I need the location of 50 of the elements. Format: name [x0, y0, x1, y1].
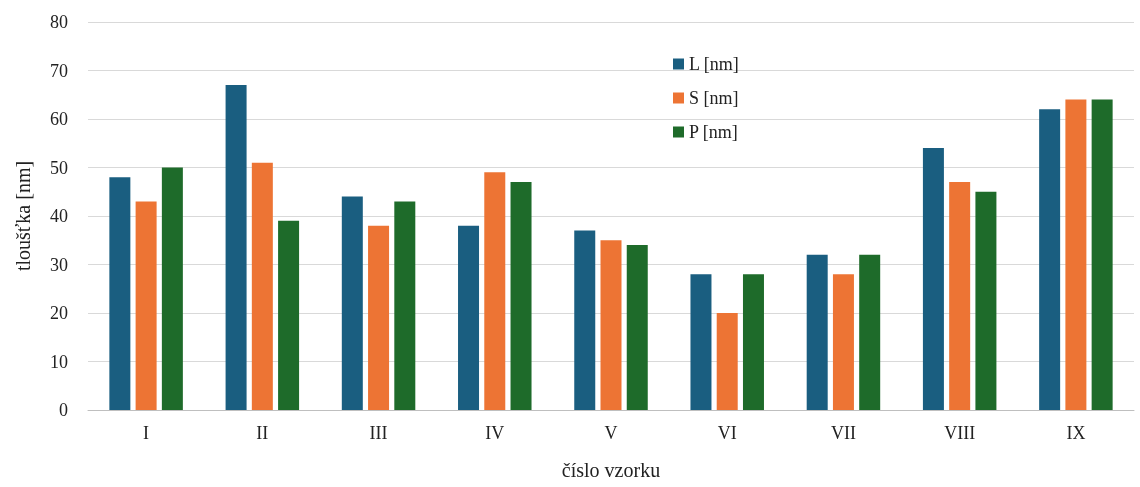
bar	[626, 245, 648, 410]
bar	[600, 240, 622, 410]
y-tick-label: 80	[50, 12, 68, 32]
bar	[716, 313, 738, 410]
bar	[278, 220, 300, 410]
bar	[832, 274, 854, 410]
x-tick-label: VII	[830, 423, 856, 443]
x-tick-label: IV	[485, 423, 505, 443]
y-tick-label: 0	[59, 400, 68, 420]
y-tick-label: 40	[50, 206, 68, 226]
bar	[1091, 99, 1113, 410]
bar	[922, 148, 944, 410]
bar	[690, 274, 712, 410]
bar	[458, 225, 480, 410]
y-axis-title: tloušťka [nm]	[12, 160, 34, 272]
bar	[975, 191, 997, 410]
bar	[484, 172, 506, 410]
x-tick-label: I	[143, 423, 150, 443]
y-tick-label: 70	[50, 60, 68, 81]
bar	[859, 254, 881, 410]
bar	[109, 177, 131, 410]
y-tick-label: 10	[50, 351, 68, 372]
y-tick-label: 30	[50, 254, 68, 275]
bar	[251, 162, 273, 410]
x-tick-label: III	[369, 423, 388, 443]
legend-label: L [nm]	[689, 54, 739, 74]
bar	[1039, 109, 1061, 410]
x-axis-title: číslo vzorku	[561, 459, 661, 481]
bar	[742, 274, 764, 410]
legend-label: S [nm]	[689, 88, 739, 108]
bar	[806, 254, 828, 410]
legend-label: P [nm]	[689, 122, 738, 142]
bar	[1065, 99, 1087, 410]
y-tick-label: 60	[50, 109, 68, 129]
x-tick-label: IX	[1066, 423, 1086, 443]
bar	[341, 196, 363, 410]
bar	[225, 85, 247, 410]
bar	[574, 230, 596, 410]
bar	[368, 225, 390, 410]
bar	[135, 201, 157, 410]
y-tick-label: 20	[50, 303, 68, 323]
bar	[949, 182, 971, 410]
bar	[161, 167, 183, 410]
bar	[510, 182, 532, 410]
x-tick-label: V	[604, 423, 618, 443]
x-tick-label: VIII	[944, 423, 976, 443]
bar	[394, 201, 416, 410]
y-tick-label: 50	[50, 157, 68, 178]
x-tick-label: II	[256, 423, 269, 443]
x-tick-label: VI	[717, 423, 737, 443]
